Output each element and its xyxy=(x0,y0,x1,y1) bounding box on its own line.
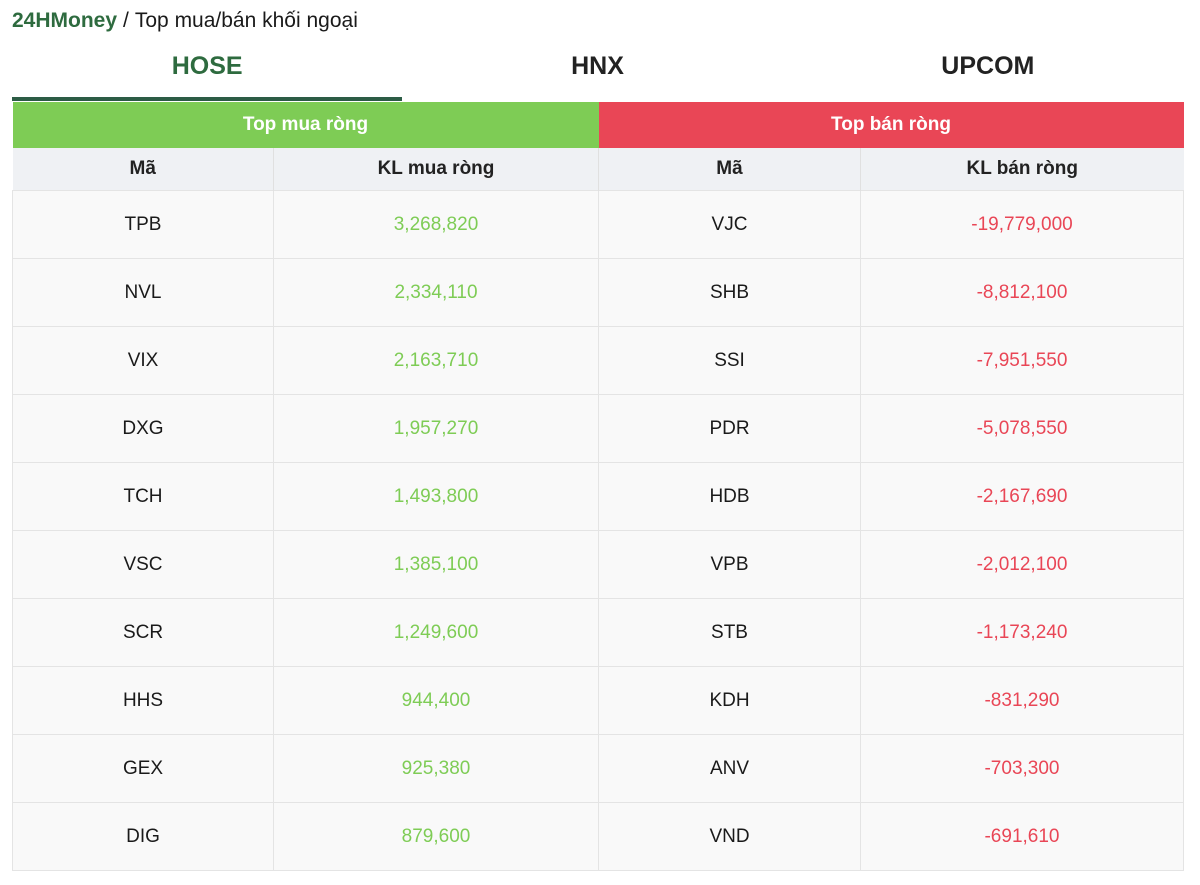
sell-stock-code[interactable]: HDB xyxy=(598,462,861,531)
table-row: VIX 2,163,710 SSI -7,951,550 xyxy=(12,326,1184,395)
exchange-tabs: HOSE HNX UPCOM xyxy=(12,44,1183,101)
table-row: TCH 1,493,800 HDB -2,167,690 xyxy=(12,462,1184,531)
tab-hose[interactable]: HOSE xyxy=(12,44,403,101)
buy-code-column-header: Mã xyxy=(12,148,274,191)
sell-stock-code[interactable]: PDR xyxy=(598,394,861,463)
sell-code-column-header: Mã xyxy=(598,148,861,191)
table-row: TPB 3,268,820 VJC -19,779,000 xyxy=(12,190,1184,259)
buy-stock-code[interactable]: HHS xyxy=(12,666,274,735)
sell-net-volume: -5,078,550 xyxy=(860,394,1184,463)
sell-stock-code[interactable]: VPB xyxy=(598,530,861,599)
table-row: NVL 2,334,110 SHB -8,812,100 xyxy=(12,258,1184,327)
buy-stock-code[interactable]: TPB xyxy=(12,190,274,259)
table-row: DXG 1,957,270 PDR -5,078,550 xyxy=(12,394,1184,463)
buy-net-volume: 1,249,600 xyxy=(273,598,599,667)
buy-net-volume: 944,400 xyxy=(273,666,599,735)
sell-stock-code[interactable]: STB xyxy=(598,598,861,667)
buy-stock-code[interactable]: VSC xyxy=(12,530,274,599)
sell-net-volume: -2,012,100 xyxy=(860,530,1184,599)
sell-stock-code[interactable]: SHB xyxy=(598,258,861,327)
buy-net-volume: 1,385,100 xyxy=(273,530,599,599)
buy-volume-column-header: KL mua ròng xyxy=(273,148,599,191)
buy-net-volume: 1,493,800 xyxy=(273,462,599,531)
sell-net-volume: -831,290 xyxy=(860,666,1184,735)
sell-net-volume: -2,167,690 xyxy=(860,462,1184,531)
top-net-buy-header: Top mua ròng xyxy=(12,102,599,148)
tab-upcom[interactable]: UPCOM xyxy=(941,52,1035,80)
table-body: TPB 3,268,820 VJC -19,779,000 NVL 2,334,110 SH… xyxy=(12,190,1184,871)
sell-net-volume: -7,951,550 xyxy=(860,326,1184,395)
table-row: DIG 879,600 VND -691,610 xyxy=(12,802,1184,871)
sell-stock-code[interactable]: VND xyxy=(598,802,861,871)
breadcrumb: 24HMoney / Top mua/bán khối ngoại xyxy=(12,8,358,34)
buy-stock-code[interactable]: GEX xyxy=(12,734,274,803)
brand-link[interactable]: 24HMoney xyxy=(12,9,118,32)
sell-net-volume: -703,300 xyxy=(860,734,1184,803)
buy-net-volume: 3,268,820 xyxy=(273,190,599,259)
table-row: SCR 1,249,600 STB -1,173,240 xyxy=(12,598,1184,667)
sell-stock-code[interactable]: VJC xyxy=(598,190,861,259)
buy-net-volume: 2,334,110 xyxy=(273,258,599,327)
top-net-sell-header: Top bán ròng xyxy=(598,102,1184,148)
sell-net-volume: -691,610 xyxy=(860,802,1184,871)
sell-volume-column-header: KL bán ròng xyxy=(860,148,1184,191)
sell-stock-code[interactable]: SSI xyxy=(598,326,861,395)
buy-stock-code[interactable]: TCH xyxy=(12,462,274,531)
buy-stock-code[interactable]: NVL xyxy=(12,258,274,327)
buy-net-volume: 1,957,270 xyxy=(273,394,599,463)
sell-net-volume: -19,779,000 xyxy=(860,190,1184,259)
breadcrumb-separator: / xyxy=(123,9,129,32)
buy-net-volume: 2,163,710 xyxy=(273,326,599,395)
buy-stock-code[interactable]: VIX xyxy=(12,326,274,395)
buy-stock-code[interactable]: DXG xyxy=(12,394,274,463)
page-title: Top mua/bán khối ngoại xyxy=(134,9,358,32)
buy-net-volume: 879,600 xyxy=(273,802,599,871)
sell-net-volume: -8,812,100 xyxy=(860,258,1184,327)
foreign-trading-table: Top mua ròng Top bán ròng Mã KL mua ròng… xyxy=(12,102,1184,871)
table-row: GEX 925,380 ANV -703,300 xyxy=(12,734,1184,803)
tab-hnx[interactable]: HNX xyxy=(571,52,624,80)
buy-stock-code[interactable]: SCR xyxy=(12,598,274,667)
sell-stock-code[interactable]: ANV xyxy=(598,734,861,803)
buy-stock-code[interactable]: DIG xyxy=(12,802,274,871)
buy-net-volume: 925,380 xyxy=(273,734,599,803)
sell-stock-code[interactable]: KDH xyxy=(598,666,861,735)
table-row: HHS 944,400 KDH -831,290 xyxy=(12,666,1184,735)
table-row: VSC 1,385,100 VPB -2,012,100 xyxy=(12,530,1184,599)
sell-net-volume: -1,173,240 xyxy=(860,598,1184,667)
